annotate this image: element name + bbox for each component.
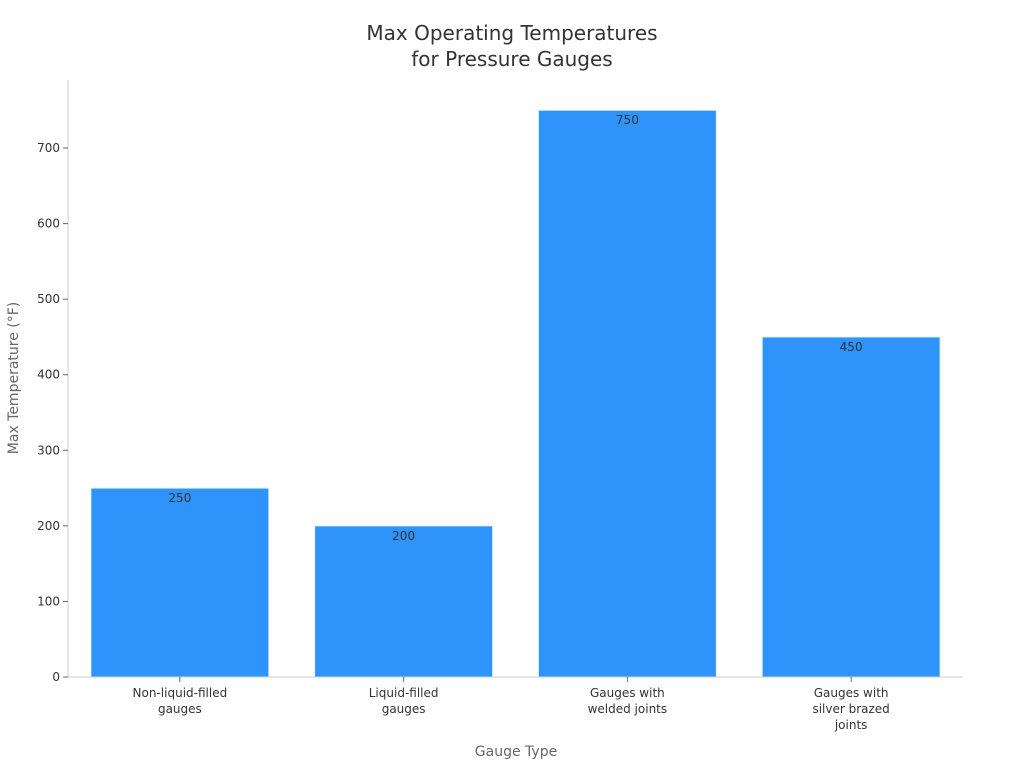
data-label-2: 750 [616, 113, 639, 127]
x-tick-label-1-line-1: gauges [382, 702, 426, 716]
bar-3 [761, 336, 941, 678]
y-tick-label-1: 100 [37, 594, 60, 608]
bars-group [90, 109, 941, 678]
x-tick-label-2-line-1: welded joints [588, 702, 668, 716]
x-tick-label-3-line-2: joints [834, 718, 868, 732]
y-axis-ticks: 0 100 200 300 400 500 600 700 [37, 141, 68, 684]
x-axis-ticks: Non-liquid-filled gauges Liquid-filled gaug… [133, 677, 890, 732]
x-tick-label-0-line-0: Non-liquid-filled [133, 686, 228, 700]
y-tick-label-4: 400 [37, 368, 60, 382]
data-label-3: 450 [840, 340, 863, 354]
y-axis-title: Max Temperature (°F) [6, 302, 22, 455]
x-tick-label-1-line-0: Liquid-filled [369, 686, 439, 700]
y-tick-label-3: 300 [37, 443, 60, 457]
x-tick-label-1: Liquid-filled gauges [369, 686, 439, 716]
chart-title-line-2: for Pressure Gauges [411, 47, 612, 71]
x-axis-title: Gauge Type [475, 744, 557, 760]
y-tick-label-6: 600 [37, 217, 60, 231]
x-tick-label-0-line-1: gauges [158, 702, 202, 716]
x-tick-label-3: Gauges with silver brazed joints [812, 686, 889, 732]
bar-0 [90, 487, 270, 678]
y-tick-label-5: 500 [37, 292, 60, 306]
y-tick-label-2: 200 [37, 519, 60, 533]
x-tick-label-0: Non-liquid-filled gauges [133, 686, 228, 716]
data-label-0: 250 [168, 491, 191, 505]
x-tick-label-3-line-1: silver brazed [812, 702, 889, 716]
y-tick-label-7: 700 [37, 141, 60, 155]
bar-1 [314, 525, 494, 678]
y-tick-label-0: 0 [52, 670, 60, 684]
x-tick-label-3-line-0: Gauges with [814, 686, 889, 700]
chart-title-line-1: Max Operating Temperatures [366, 21, 657, 45]
data-label-1: 200 [392, 529, 415, 543]
x-tick-label-2-line-0: Gauges with [590, 686, 665, 700]
bar-2 [537, 109, 717, 678]
x-tick-label-2: Gauges with welded joints [588, 686, 668, 716]
data-labels-group: 250 200 750 450 [168, 113, 862, 543]
chart-title: Max Operating Temperatures for Pressure … [366, 21, 657, 71]
